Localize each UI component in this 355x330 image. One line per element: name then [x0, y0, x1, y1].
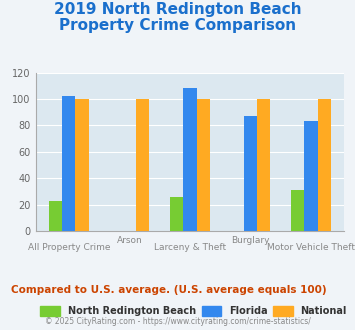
- Bar: [197, 99, 210, 231]
- Text: All Property Crime: All Property Crime: [28, 243, 110, 251]
- Bar: [318, 99, 331, 231]
- Text: 2019 North Redington Beach: 2019 North Redington Beach: [54, 2, 301, 16]
- Text: Compared to U.S. average. (U.S. average equals 100): Compared to U.S. average. (U.S. average …: [11, 285, 326, 295]
- Bar: [291, 190, 304, 231]
- Text: © 2025 CityRating.com - https://www.cityrating.com/crime-statistics/: © 2025 CityRating.com - https://www.city…: [45, 317, 310, 326]
- Bar: [62, 96, 76, 231]
- Bar: [304, 121, 318, 231]
- Text: Motor Vehicle Theft: Motor Vehicle Theft: [267, 243, 355, 251]
- Bar: [170, 197, 183, 231]
- Text: Burglary: Burglary: [231, 236, 270, 245]
- Text: Property Crime Comparison: Property Crime Comparison: [59, 18, 296, 33]
- Bar: [136, 99, 149, 231]
- Bar: [183, 88, 197, 231]
- Legend: North Redington Beach, Florida, National: North Redington Beach, Florida, National: [40, 306, 347, 316]
- Text: Arson: Arson: [116, 236, 142, 245]
- Bar: [76, 99, 89, 231]
- Bar: [49, 201, 62, 231]
- Bar: [257, 99, 271, 231]
- Bar: [244, 116, 257, 231]
- Text: Larceny & Theft: Larceny & Theft: [154, 243, 226, 251]
